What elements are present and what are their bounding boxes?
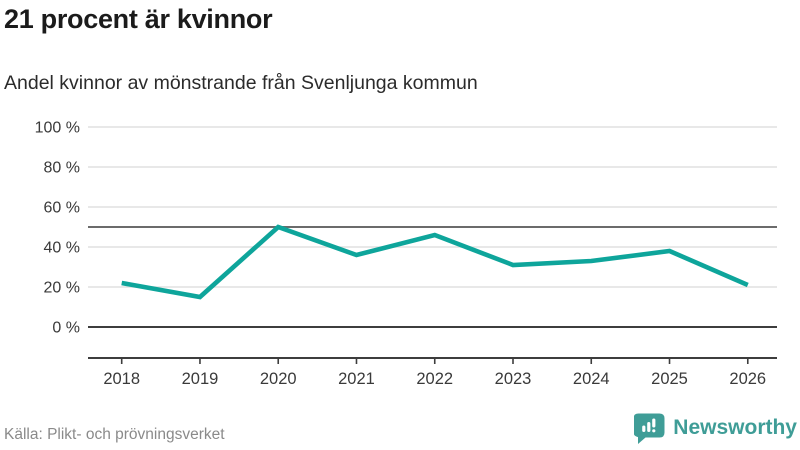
x-axis-tick-label: 2025 [651, 370, 688, 388]
x-axis-tick-label: 2018 [103, 370, 140, 388]
source-note: Källa: Plikt- och prövningsverket [4, 426, 225, 443]
newsworthy-logo[interactable]: Newsworthy [634, 411, 797, 445]
x-axis-tick-label: 2019 [182, 370, 219, 388]
page-title: 21 procent är kvinnor [4, 4, 273, 34]
bar-chart-speech-bubble-icon [634, 413, 665, 444]
x-axis-tick-label: 2021 [338, 370, 375, 388]
x-axis-tick-label: 2023 [495, 370, 532, 388]
y-axis-tick-label: 40 % [44, 240, 80, 257]
data-series-line [121, 224, 749, 300]
y-axis-tick-label: 60 % [44, 200, 80, 217]
brand-name: Newsworthy [673, 416, 797, 439]
y-axis-tick-label: 0 % [52, 320, 80, 337]
y-axis-tick-label: 20 % [44, 280, 80, 297]
x-axis-tick-label: 2024 [573, 370, 610, 388]
y-axis-tick-label: 100 % [35, 120, 80, 137]
bar-chart-glyph [642, 418, 656, 433]
x-axis-tick-label: 2026 [729, 370, 766, 388]
x-axis-tick-label: 2022 [416, 370, 453, 388]
chart-subtitle: Andel kvinnor av mönstrande från Svenlju… [4, 72, 478, 94]
x-axis-tick-label: 2020 [260, 370, 297, 388]
y-axis-tick-label: 80 % [44, 160, 80, 177]
